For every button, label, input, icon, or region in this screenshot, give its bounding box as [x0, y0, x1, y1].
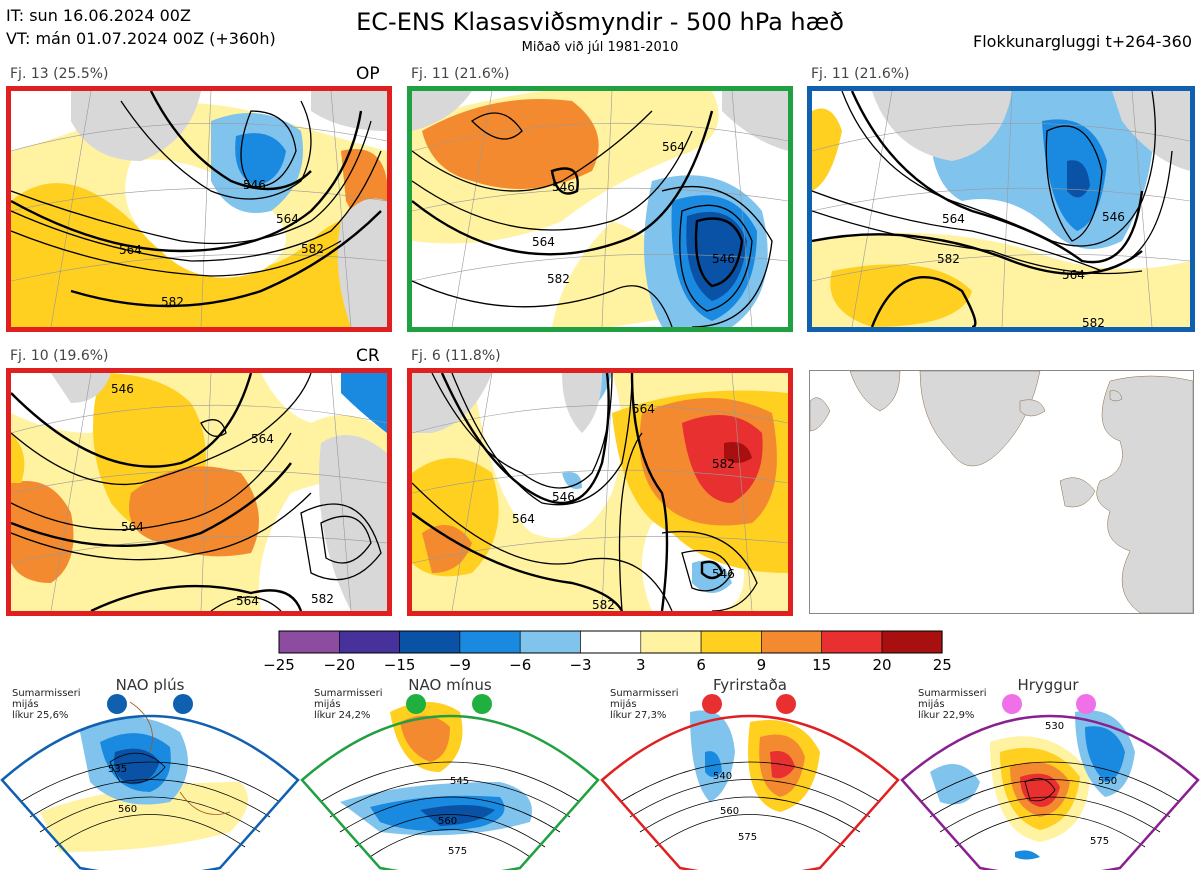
regime-title-3: Fyrirstaða: [713, 676, 787, 694]
regime-map-ridge: 530 550 575: [900, 710, 1200, 870]
colorbar-tick-label: 15: [812, 656, 832, 674]
colorbar-tick-label: −25: [263, 656, 295, 674]
contour-label: 546: [243, 178, 266, 192]
contour-label: 546: [111, 382, 134, 396]
regime-map-nao-plus: 535 560: [0, 701, 300, 870]
colorbar-swatch: [821, 630, 883, 654]
contour-label: 564: [1062, 268, 1085, 282]
regime-contour: 560: [438, 816, 457, 827]
regime-dots: [107, 694, 1096, 714]
colorbar-tick-label: −6: [509, 656, 532, 674]
colorbar-tick-label: 25: [932, 656, 952, 674]
header-info: IT: sun 16.06.2024 00Z VT: mán 01.07.202…: [6, 4, 276, 50]
regime-note-4: Sumarmisseri mijás líkur 22,9%: [918, 688, 987, 721]
reference-map: [809, 370, 1194, 614]
contour-label: 564: [512, 512, 535, 526]
contour-label: 546: [552, 490, 575, 504]
colorbar-swatch: [640, 630, 702, 654]
regime-contour: 540: [713, 771, 732, 782]
regime-contour: 560: [720, 806, 739, 817]
regime-contour: 550: [1098, 776, 1117, 787]
cluster-map-5: 564 546 582 564 582 546: [407, 368, 793, 616]
valid-time: VT: mán 01.07.2024 00Z (+360h): [6, 29, 276, 48]
cluster-map-4: 546 564 564 582 564: [6, 368, 392, 616]
cluster-map-3: 564 546 582 564 582: [807, 86, 1195, 332]
colorbar-tick-label: 20: [872, 656, 892, 674]
contour-label: 564: [276, 212, 299, 226]
panel-4-label: Fj. 10 (19.6%): [10, 348, 109, 364]
regime-map-blocking: 540 560 575: [600, 710, 900, 870]
regime-contour: 560: [118, 804, 137, 815]
classification-window: Flokkunargluggi t+264-360: [973, 32, 1192, 51]
initial-time: IT: sun 16.06.2024 00Z: [6, 6, 191, 25]
panel-1-label: Fj. 13 (25.5%): [10, 66, 109, 82]
contour-label: 564: [119, 243, 142, 257]
contour-label: 546: [1102, 210, 1125, 224]
contour-label: 564: [942, 212, 965, 226]
colorbar-tick-label: 6: [696, 656, 706, 674]
contour-label: 546: [552, 180, 575, 194]
panel-5-label: Fj. 6 (11.8%): [411, 348, 501, 364]
contour-label: 546: [712, 252, 735, 266]
colorbar-swatch: [399, 630, 461, 654]
contour-label: 582: [1082, 316, 1105, 327]
contour-label: 564: [251, 432, 274, 446]
colorbar-swatch: [761, 630, 822, 654]
colorbar-tick-label: −15: [383, 656, 416, 674]
colorbar-swatch: [519, 630, 581, 654]
panel-2-label: Fj. 11 (21.6%): [411, 66, 510, 82]
regime-contour: 545: [450, 776, 469, 787]
colorbar-swatch: [580, 630, 642, 654]
regime-note-3: Sumarmisseri mijás líkur 27,3%: [610, 688, 679, 721]
contour-label: 564: [662, 140, 685, 154]
colorbar-tick-label: 3: [636, 656, 646, 674]
panel-4-tag: CR: [356, 346, 380, 366]
regime-contour: 575: [1090, 836, 1109, 847]
regime-contour: 530: [1045, 721, 1064, 732]
colorbar-tick-label: −9: [448, 656, 471, 674]
regime-title-4: Hryggur: [1017, 676, 1079, 694]
colorbar-tick-label: 9: [756, 656, 767, 674]
regime-contour: 575: [738, 832, 757, 843]
contour-label: 582: [301, 242, 324, 256]
regime-note-2: Sumarmisseri mijás líkur 24,2%: [314, 688, 383, 721]
contour-label: 546: [712, 567, 735, 581]
colorbar-swatch: [700, 630, 762, 654]
regime-note-1: Sumarmisseri mijás líkur 25,6%: [12, 688, 81, 721]
colorbar: [278, 630, 943, 654]
contour-label: 564: [121, 520, 144, 534]
panel-1-tag: OP: [356, 64, 380, 84]
regime-title-1: NAO plús: [115, 676, 185, 694]
panel-3-label: Fj. 11 (21.6%): [811, 66, 910, 82]
contour-label: 582: [547, 272, 570, 286]
colorbar-swatch: [338, 630, 400, 654]
cluster-map-2: 546 564 564 582 546: [407, 86, 793, 332]
contour-label: 564: [236, 594, 259, 608]
weather-regimes: 535 560 545 560 575 540 560 5: [0, 672, 1200, 871]
contour-label: 582: [161, 295, 184, 309]
cluster-map-1: 546 564 582 564 582: [6, 86, 392, 332]
page-title: EC-ENS Klasasviðsmyndir - 500 hPa hæð: [356, 8, 844, 36]
colorbar-tick-label: −3: [569, 656, 592, 674]
colorbar-swatch: [881, 630, 943, 654]
regime-map-nao-minus: 545 560 575: [300, 702, 600, 870]
contour-label: 564: [532, 235, 555, 249]
contour-label: 564: [632, 402, 655, 416]
colorbar-tick-label: −20: [323, 656, 356, 674]
contour-label: 582: [311, 592, 334, 606]
colorbar-swatch: [459, 630, 521, 654]
colorbar-swatch: [278, 630, 340, 654]
contour-label: 582: [712, 457, 735, 471]
contour-label: 582: [937, 252, 960, 266]
regime-title-2: NAO mínus: [408, 676, 492, 694]
page-subtitle: Miðað við júl 1981-2010: [521, 40, 679, 55]
regime-contour: 535: [108, 764, 127, 775]
contour-label: 582: [592, 598, 615, 611]
regime-contour: 575: [448, 846, 467, 857]
